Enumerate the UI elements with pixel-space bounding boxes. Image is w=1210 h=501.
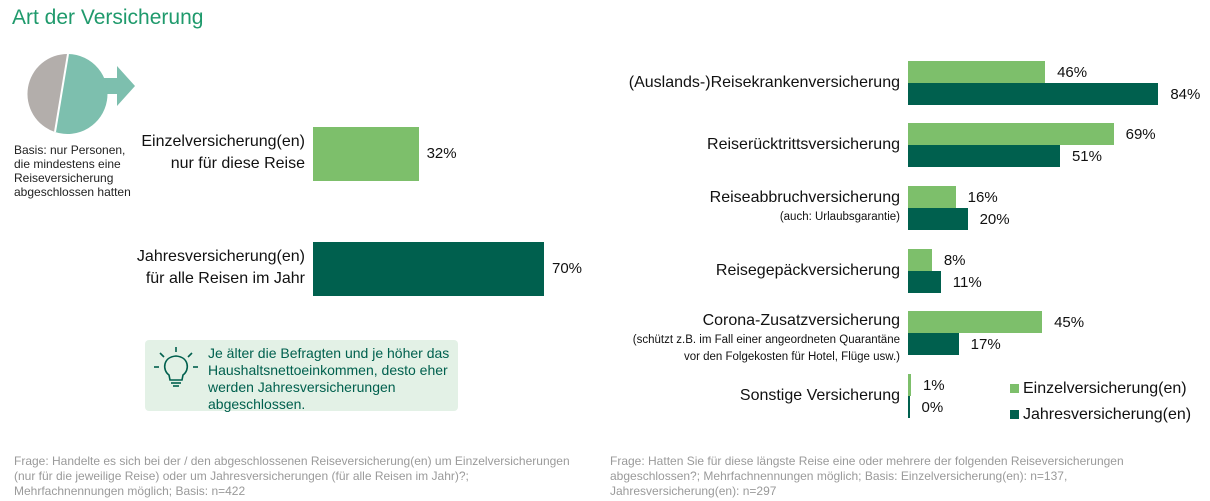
data-label: 45% xyxy=(1054,314,1085,331)
tip-box xyxy=(145,340,458,411)
bar xyxy=(908,83,1159,105)
legend-item-jahres: Jahresversicherung(en) xyxy=(1010,406,1191,424)
footnote-line: Mehrfachnennungen möglich; Basis: n=422 xyxy=(14,484,246,498)
basis-line: Basis: nur Personen, xyxy=(14,143,126,157)
legend-label: Jahresversicherung(en) xyxy=(1023,406,1192,423)
data-label: 8% xyxy=(943,252,966,269)
bar xyxy=(908,396,910,418)
footnote-line: Jahresversicherung(en): n=297 xyxy=(610,484,777,498)
data-label: 84% xyxy=(1170,86,1201,103)
bar xyxy=(908,61,1046,83)
bar xyxy=(908,123,1114,145)
legend-swatch xyxy=(1010,384,1019,393)
data-label: 32% xyxy=(426,145,457,162)
bar xyxy=(908,311,1043,333)
category-label-line: Einzelversicherung(en) xyxy=(141,133,305,150)
footnote-line: abgeschlossen?; Mehrfachnennungen möglic… xyxy=(610,469,1068,483)
bar xyxy=(313,127,419,181)
basis-line: Reiseversicherung xyxy=(14,171,114,185)
category-label-line: nur für diese Reise xyxy=(170,155,305,172)
category-label: Einzelversicherung(en) nur für diese Reis… xyxy=(105,131,305,175)
category-sublabel: (auch: Urlaubsgarantie) xyxy=(779,211,900,223)
pie-arrow-icon xyxy=(27,53,135,134)
legend-label: Einzelversicherung(en) xyxy=(1023,380,1187,397)
bar xyxy=(908,208,968,230)
footnote-line: (nur für die jeweilige Reise) oder um Ja… xyxy=(14,469,469,483)
category-label-group: (Auslands-)Reisekrankenversicherung xyxy=(580,72,900,94)
bar xyxy=(908,374,911,396)
category-sublabel: vor den Folgekosten für Hotel, Flüge usw… xyxy=(683,351,900,363)
data-label: 17% xyxy=(970,336,1001,353)
basis-line: die mindestens eine xyxy=(14,157,121,171)
legend-swatch xyxy=(1010,410,1019,419)
bar xyxy=(313,242,544,296)
tip-text: Je älter die Befragten und je höher das … xyxy=(208,345,450,412)
footnote-right: Frage: Hatten Sie für diese längste Reis… xyxy=(610,454,1124,499)
category-label-group: Reiseabbruchversicherung (auch: Urlaubsga… xyxy=(580,187,900,226)
data-label: 20% xyxy=(979,211,1010,228)
data-label: 69% xyxy=(1125,126,1156,143)
bar xyxy=(908,186,956,208)
category-label: (Auslands-)Reisekrankenversicherung xyxy=(628,74,900,91)
category-label: Reiseabbruchversicherung xyxy=(709,189,900,206)
bar xyxy=(908,333,959,355)
data-label: 16% xyxy=(967,189,998,206)
data-label: 1% xyxy=(922,377,945,394)
page-title: Art der Versicherung xyxy=(12,6,204,29)
bar xyxy=(908,145,1060,167)
category-label: Jahresversicherung(en) für alle Reisen im… xyxy=(105,246,305,290)
footnote-line: Frage: Handelte es sich bei der / den ab… xyxy=(14,454,570,468)
category-label: Reiserücktrittsversicherung xyxy=(707,136,900,153)
category-label-line: für alle Reisen im Jahr xyxy=(145,270,305,287)
data-label: 51% xyxy=(1071,148,1102,165)
data-label: 11% xyxy=(952,274,982,291)
bar xyxy=(908,271,941,293)
category-label: Corona-Zusatzversicherung xyxy=(702,312,900,329)
category-label-group: Sonstige Versicherung xyxy=(580,385,900,407)
category-label-group: Reiserücktrittsversicherung xyxy=(580,134,900,156)
lightbulb-icon xyxy=(154,347,198,387)
category-label: Reisegepäckversicherung xyxy=(715,262,900,279)
footnote-left: Frage: Handelte es sich bei der / den ab… xyxy=(14,454,570,499)
bar xyxy=(908,249,932,271)
category-label-line: Jahresversicherung(en) xyxy=(136,248,305,265)
category-sublabel: (schützt z.B. im Fall einer angeordneten… xyxy=(632,334,900,346)
data-label: 46% xyxy=(1057,64,1088,81)
basis-note: Basis: nur Personen, die mindestens eine… xyxy=(14,143,131,199)
legend-item-einzel: Einzelversicherung(en) xyxy=(1010,380,1187,398)
data-label: 70% xyxy=(552,260,583,277)
data-label: 0% xyxy=(921,399,944,416)
category-label-group: Corona-Zusatzversicherung (schützt z.B. i… xyxy=(580,310,900,366)
category-label: Sonstige Versicherung xyxy=(739,387,900,404)
basis-line: abgeschlossen hatten xyxy=(14,185,131,199)
footnote-line: Frage: Hatten Sie für diese längste Reis… xyxy=(610,454,1124,468)
category-label-group: Reisegepäckversicherung xyxy=(580,260,900,282)
